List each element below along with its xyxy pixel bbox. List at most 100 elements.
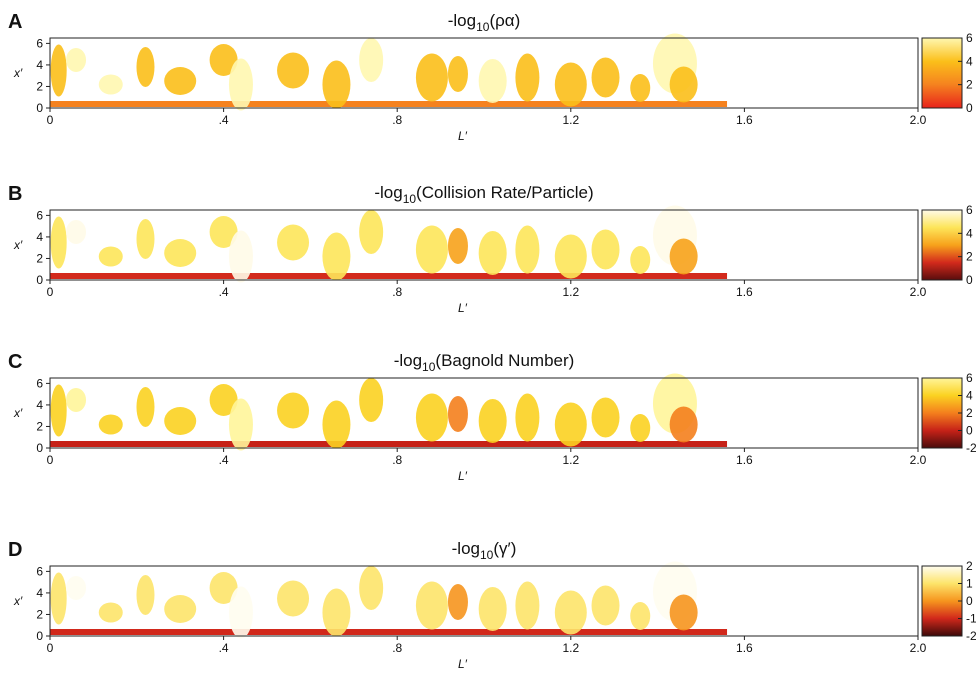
flow-plume: [515, 581, 540, 630]
colorbar-tick-label: -1: [966, 612, 976, 626]
flow-plume: [515, 393, 540, 442]
y-axis-label: x′: [13, 594, 23, 608]
y-tick-label: 0: [36, 441, 43, 455]
colorbar-tick-label: 0: [966, 594, 973, 608]
flow-plume: [630, 246, 651, 274]
x-tick-label: 2.0: [910, 285, 927, 299]
flow-plume: [415, 393, 448, 442]
colorbar: [921, 209, 963, 281]
panel-label: C: [8, 351, 22, 373]
flow-plume: [359, 566, 384, 610]
flow-plume: [228, 230, 253, 283]
flow-base: [50, 629, 728, 635]
flow-plume: [630, 414, 651, 442]
flow-plume: [277, 52, 310, 89]
plot-frame: [49, 565, 919, 637]
title-text: (Bagnold Number): [435, 351, 574, 370]
x-axis-label: L′: [458, 657, 468, 671]
flow-plume: [591, 229, 620, 270]
flow-plume: [554, 590, 587, 635]
flow-base: [50, 441, 728, 447]
x-tick-label: 2.0: [910, 113, 927, 127]
flow-plume: [164, 67, 197, 95]
colorbar-tick-label: 2: [966, 78, 973, 92]
panel-label: D: [8, 539, 22, 561]
x-tick-label: 1.6: [736, 453, 753, 467]
colorbar-tick-label: 4: [966, 226, 973, 240]
x-tick-label: 0: [47, 641, 54, 655]
panel: B -log10(Collision Rate/Particle) 0 .4 .8 1.2…: [8, 183, 973, 315]
flow-plume: [669, 66, 698, 103]
plot-frame: [49, 37, 919, 109]
y-axis-label: x′: [13, 406, 23, 420]
y-tick-label: 6: [36, 208, 43, 222]
x-tick-label: .8: [392, 285, 402, 299]
flow-plume: [447, 396, 468, 432]
y-axis-label: x′: [13, 66, 23, 80]
x-axis-label: L′: [458, 301, 468, 315]
panel-title: -log10(γ′): [452, 539, 517, 562]
flow-plume: [98, 414, 123, 435]
flow-plume: [591, 397, 620, 438]
flow-plume: [50, 384, 67, 437]
flow-plume: [669, 594, 698, 631]
title-text: -log: [452, 539, 480, 558]
y-tick-label: 4: [36, 58, 43, 72]
y-tick-label: 2: [36, 419, 43, 433]
flow-plume: [359, 378, 384, 422]
flow-plume: [164, 407, 197, 435]
flow-plume: [98, 246, 123, 267]
flow-plume: [447, 584, 468, 620]
flow-plume: [359, 38, 384, 82]
panel-title: -log10(Bagnold Number): [394, 351, 575, 374]
x-tick-label: 0: [47, 285, 54, 299]
x-tick-label: .8: [392, 113, 402, 127]
flow-plume: [209, 384, 238, 416]
colorbar-tick-label: -2: [966, 441, 976, 455]
flow-plume: [136, 219, 155, 259]
panel: C -log10(Bagnold Number) 0 .4 .8 1.2 1.6 2.0 0 2 4…: [8, 351, 976, 483]
y-tick-label: 4: [36, 586, 43, 600]
panel-label: A: [8, 11, 22, 33]
colorbar: [921, 565, 963, 637]
panel-label: B: [8, 183, 22, 205]
x-tick-label: .4: [219, 453, 229, 467]
title-text: -log: [374, 183, 402, 202]
colorbar-tick-label: 4: [966, 389, 973, 403]
colorbar-tick-label: 6: [966, 31, 973, 45]
flow-plume: [277, 392, 310, 429]
flow-plume: [209, 44, 238, 76]
x-tick-label: 1.2: [562, 641, 579, 655]
y-axis-label: x′: [13, 238, 23, 252]
flow-plume: [66, 48, 87, 72]
title-subscript: 10: [403, 192, 417, 206]
flow-plume: [630, 74, 651, 102]
y-tick-label: 0: [36, 629, 43, 643]
flow-plume: [515, 53, 540, 102]
y-tick-label: 0: [36, 101, 43, 115]
x-tick-label: .8: [392, 453, 402, 467]
flow-plume: [415, 225, 448, 274]
flow-plume: [591, 585, 620, 626]
flow-plume: [136, 575, 155, 615]
flow-plume: [228, 586, 253, 639]
flow-plume: [478, 399, 507, 443]
panel-title: -log10(Collision Rate/Particle): [374, 183, 593, 206]
flow-base: [50, 273, 728, 279]
y-tick-label: 4: [36, 230, 43, 244]
flow-plume: [98, 602, 123, 623]
flow-plume: [66, 576, 87, 600]
flow-plume: [228, 58, 253, 111]
y-tick-label: 6: [36, 376, 43, 390]
x-tick-label: 2.0: [910, 453, 927, 467]
colorbar-tick-label: 6: [966, 203, 973, 217]
title-subscript: 10: [480, 548, 494, 562]
flow-plume: [136, 387, 155, 427]
flow-plume: [554, 234, 587, 279]
x-tick-label: 1.6: [736, 113, 753, 127]
flow-plume: [277, 224, 310, 261]
colorbar-tick-label: 1: [966, 577, 973, 591]
flow-plume: [669, 238, 698, 275]
colorbar-tick-label: 6: [966, 371, 973, 385]
